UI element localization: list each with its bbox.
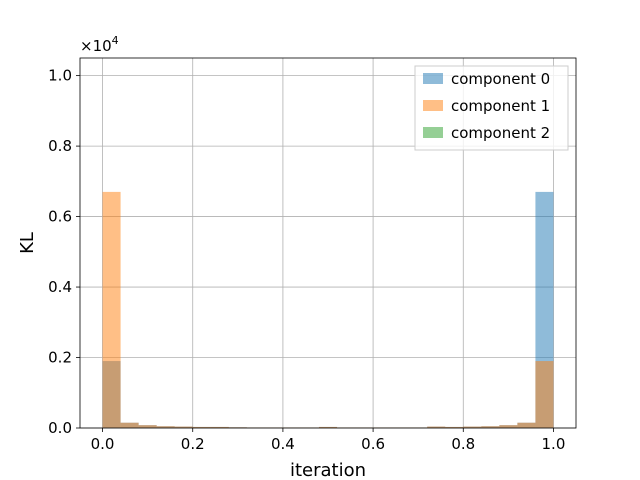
y-axis-label: KL [17,232,38,254]
legend-label: component 0 [451,70,550,88]
x-tick-label: 0.4 [271,435,295,453]
histogram-bar [192,426,211,428]
x-tick-label: 0.0 [91,435,115,453]
histogram-bar [463,426,482,428]
y-tick-label: 0.0 [48,419,72,437]
histogram-bar [102,191,121,428]
x-axis-label: iteration [290,460,366,480]
histogram-bar [445,426,464,428]
y-tick-label: 0.2 [48,349,72,367]
legend: component 0 component 1 component 2 [414,65,569,151]
histogram-bar [156,426,175,428]
y-tick-label: 1.0 [48,67,72,85]
histogram-bar [499,425,518,428]
histogram-bar [427,426,446,428]
x-tick-label: 0.6 [361,435,385,453]
x-tick-label: 0.8 [451,435,475,453]
legend-label: component 1 [451,97,550,115]
histogram-bar [210,426,229,428]
legend-swatch [423,100,443,111]
y-offset-label: ×104 [80,34,119,55]
histogram-bar [318,426,338,428]
y-tick-label: 0.8 [48,137,72,155]
plot-frame [79,57,577,429]
legend-swatch [423,73,443,84]
x-tick-label: 0.2 [181,435,205,453]
histogram-bar [517,422,536,428]
histogram-bar [535,361,554,428]
legend-swatch [423,127,443,138]
ticks: 0.0 0.2 0.4 0.6 0.8 1.0 0.0 0.2 0.4 0.6 0.8 1.0 [48,67,565,453]
y-tick-label: 0.6 [48,208,72,226]
y-offset-exponent: 4 [112,34,119,47]
histogram-bar [481,426,500,428]
histogram-bar [120,422,139,428]
legend-label: component 2 [451,124,550,142]
x-tick-label: 1.0 [542,435,566,453]
y-tick-label: 0.4 [48,278,72,296]
histogram-bar [174,426,193,428]
histogram-bar [138,425,157,428]
